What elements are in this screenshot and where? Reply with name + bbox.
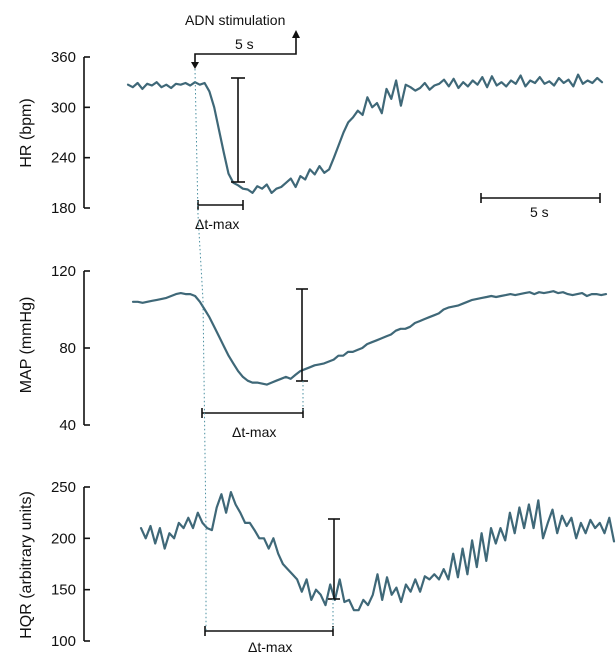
- stimulus-label: ADN stimulation: [185, 12, 285, 28]
- map-series-line: [131, 290, 608, 386]
- map-y-tick-label-120: 120: [51, 263, 76, 280]
- map-y-ticks: 40 80 120: [51, 263, 90, 434]
- hqr-series-line: [139, 491, 616, 612]
- stimulus-duration-label: 5 s: [235, 36, 254, 52]
- map-y-label: MAP (mmHg): [18, 297, 35, 394]
- panel-map: 40 80 120 MAP (mmHg) Δt-max: [18, 263, 608, 440]
- hqr-y-label: HQR (arbitrary units): [18, 491, 35, 639]
- hqr-y-tick-label-100: 100: [51, 633, 76, 650]
- hr-dt-max-label: Δt-max: [195, 216, 239, 232]
- hqr-y-ticks: 100 150 200 250: [51, 479, 90, 650]
- hr-y-ticks: 180 240 300 360: [51, 49, 90, 217]
- map-y-tick-label-40: 40: [59, 417, 76, 434]
- onset-guide-line: [194, 68, 207, 631]
- hr-y-tick-label-240: 240: [51, 150, 76, 167]
- hr-series-line: [126, 73, 604, 194]
- panel-hr: 180 240 300 360 HR (bpm) Δt-max 5 s: [18, 49, 604, 232]
- hqr-y-tick-label-150: 150: [51, 582, 76, 599]
- hqr-y-tick-label-250: 250: [51, 479, 76, 496]
- hr-y-label: HR (bpm): [18, 98, 35, 167]
- stimulus-bracket: [191, 30, 300, 69]
- hr-y-tick-label-300: 300: [51, 99, 76, 116]
- hqr-y-tick-label-200: 200: [51, 530, 76, 547]
- hr-y-tick-label-360: 360: [51, 49, 76, 66]
- hr-y-tick-label-180: 180: [51, 200, 76, 217]
- scale-bar-label: 5 s: [530, 204, 549, 220]
- map-y-tick-label-80: 80: [59, 340, 76, 357]
- map-dt-max-label: Δt-max: [232, 424, 276, 440]
- panel-hqr: 100 150 200 250 HQR (arbitrary units) Δt-ma…: [18, 479, 616, 655]
- hqr-dt-max-label: Δt-max: [248, 639, 292, 655]
